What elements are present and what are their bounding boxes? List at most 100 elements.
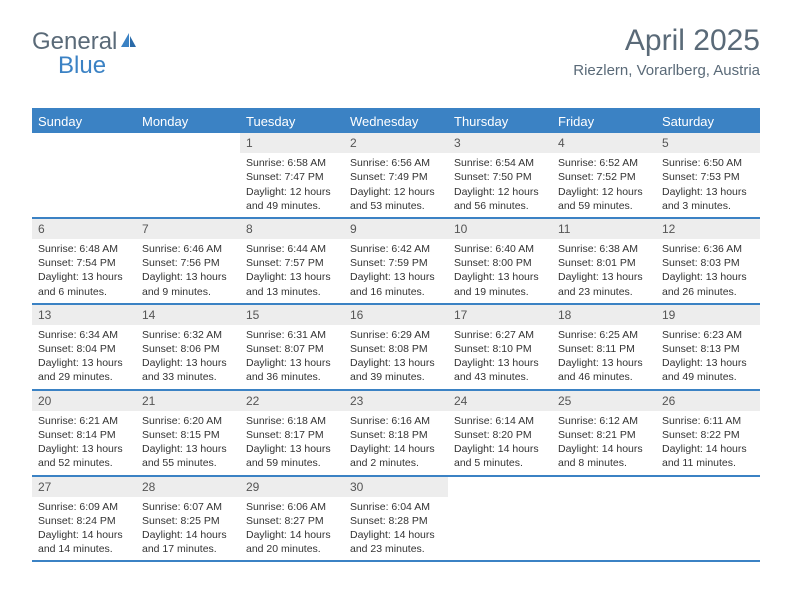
sunrise-line: Sunrise: 6:25 AM: [558, 328, 650, 342]
sunrise-line: Sunrise: 6:11 AM: [662, 414, 754, 428]
logo-sail-icon: [119, 31, 139, 49]
sunrise-line: Sunrise: 6:34 AM: [38, 328, 130, 342]
day-number: 24: [448, 391, 552, 411]
day-number: 2: [344, 133, 448, 153]
day-cell-30: 30Sunrise: 6:04 AMSunset: 8:28 PMDayligh…: [344, 477, 448, 561]
sunset-line: Sunset: 8:06 PM: [142, 342, 234, 356]
day-cell-27: 27Sunrise: 6:09 AMSunset: 8:24 PMDayligh…: [32, 477, 136, 561]
day-body: Sunrise: 6:09 AMSunset: 8:24 PMDaylight:…: [32, 500, 136, 557]
day-body: Sunrise: 6:25 AMSunset: 8:11 PMDaylight:…: [552, 328, 656, 385]
sunset-line: Sunset: 7:56 PM: [142, 256, 234, 270]
daylight-line: Daylight: 13 hours and 33 minutes.: [142, 356, 234, 384]
sunrise-line: Sunrise: 6:54 AM: [454, 156, 546, 170]
daylight-line: Daylight: 13 hours and 16 minutes.: [350, 270, 442, 298]
sunrise-line: Sunrise: 6:09 AM: [38, 500, 130, 514]
day-body: Sunrise: 6:56 AMSunset: 7:49 PMDaylight:…: [344, 156, 448, 213]
day-body: Sunrise: 6:42 AMSunset: 7:59 PMDaylight:…: [344, 242, 448, 299]
sunrise-line: Sunrise: 6:27 AM: [454, 328, 546, 342]
day-number: 18: [552, 305, 656, 325]
day-cell-18: 18 Sunrise: 6:25 AMSunset: 8:11 PMDayligh…: [552, 305, 656, 389]
week-row: 6Sunrise: 6:48 AMSunset: 7:54 PMDaylight…: [32, 219, 760, 305]
sunrise-line: Sunrise: 6:14 AM: [454, 414, 546, 428]
day-number: 4: [552, 133, 656, 153]
dow-thursday: Thursday: [448, 110, 552, 133]
sunrise-line: Sunrise: 6:23 AM: [662, 328, 754, 342]
day-cell-2: 2 Sunrise: 6:56 AMSunset: 7:49 PMDaylight…: [344, 133, 448, 217]
day-body: Sunrise: 6:32 AMSunset: 8:06 PMDaylight:…: [136, 328, 240, 385]
sunrise-line: Sunrise: 6:42 AM: [350, 242, 442, 256]
day-body: Sunrise: 6:20 AMSunset: 8:15 PMDaylight:…: [136, 414, 240, 471]
daylight-line: Daylight: 13 hours and 36 minutes.: [246, 356, 338, 384]
day-body: Sunrise: 6:07 AMSunset: 8:25 PMDaylight:…: [136, 500, 240, 557]
day-body: Sunrise: 6:29 AMSunset: 8:08 PMDaylight:…: [344, 328, 448, 385]
days-of-week-row: SundayMondayTuesdayWednesdayThursdayFrid…: [32, 110, 760, 133]
header-right: April 2025 Riezlern, Vorarlberg, Austria: [573, 24, 760, 79]
day-body: Sunrise: 6:40 AMSunset: 8:00 PMDaylight:…: [448, 242, 552, 299]
sunset-line: Sunset: 8:22 PM: [662, 428, 754, 442]
daylight-line: Daylight: 12 hours and 53 minutes.: [350, 185, 442, 213]
day-cell-empty: [552, 477, 656, 561]
daylight-line: Daylight: 13 hours and 19 minutes.: [454, 270, 546, 298]
day-cell-12: 12Sunrise: 6:36 AMSunset: 8:03 PMDayligh…: [656, 219, 760, 303]
daylight-line: Daylight: 13 hours and 3 minutes.: [662, 185, 754, 213]
sunset-line: Sunset: 8:07 PM: [246, 342, 338, 356]
sunrise-line: Sunrise: 6:38 AM: [558, 242, 650, 256]
day-cell-4: 4Sunrise: 6:52 AMSunset: 7:52 PMDaylight…: [552, 133, 656, 217]
day-number: 25: [552, 391, 656, 411]
daylight-line: Daylight: 14 hours and 14 minutes.: [38, 528, 130, 556]
day-cell-1: 1Sunrise: 6:58 AMSunset: 7:47 PMDaylight…: [240, 133, 344, 217]
sunset-line: Sunset: 7:49 PM: [350, 170, 442, 184]
sunset-line: Sunset: 8:11 PM: [558, 342, 650, 356]
sunset-line: Sunset: 8:08 PM: [350, 342, 442, 356]
sunrise-line: Sunrise: 6:18 AM: [246, 414, 338, 428]
day-body: Sunrise: 6:34 AMSunset: 8:04 PMDaylight:…: [32, 328, 136, 385]
day-cell-8: 8Sunrise: 6:44 AMSunset: 7:57 PMDaylight…: [240, 219, 344, 303]
sunset-line: Sunset: 7:57 PM: [246, 256, 338, 270]
sunrise-line: Sunrise: 6:29 AM: [350, 328, 442, 342]
daylight-line: Daylight: 13 hours and 29 minutes.: [38, 356, 130, 384]
day-cell-11: 11Sunrise: 6:38 AMSunset: 8:01 PMDayligh…: [552, 219, 656, 303]
day-body: Sunrise: 6:12 AMSunset: 8:21 PMDaylight:…: [552, 414, 656, 471]
day-cell-26: 26Sunrise: 6:11 AMSunset: 8:22 PMDayligh…: [656, 391, 760, 475]
day-body: Sunrise: 6:46 AMSunset: 7:56 PMDaylight:…: [136, 242, 240, 299]
daylight-line: Daylight: 14 hours and 20 minutes.: [246, 528, 338, 556]
day-cell-29: 29Sunrise: 6:06 AMSunset: 8:27 PMDayligh…: [240, 477, 344, 561]
sunrise-line: Sunrise: 6:20 AM: [142, 414, 234, 428]
day-body: Sunrise: 6:11 AMSunset: 8:22 PMDaylight:…: [656, 414, 760, 471]
week-row: 27Sunrise: 6:09 AMSunset: 8:24 PMDayligh…: [32, 477, 760, 563]
day-number: 13: [32, 305, 136, 325]
daylight-line: Daylight: 13 hours and 55 minutes.: [142, 442, 234, 470]
daylight-line: Daylight: 13 hours and 52 minutes.: [38, 442, 130, 470]
day-number: 15: [240, 305, 344, 325]
day-cell-19: 19Sunrise: 6:23 AMSunset: 8:13 PMDayligh…: [656, 305, 760, 389]
day-number: 7: [136, 219, 240, 239]
day-cell-24: 24Sunrise: 6:14 AMSunset: 8:20 PMDayligh…: [448, 391, 552, 475]
daylight-line: Daylight: 13 hours and 49 minutes.: [662, 356, 754, 384]
sunset-line: Sunset: 8:01 PM: [558, 256, 650, 270]
sunrise-line: Sunrise: 6:52 AM: [558, 156, 650, 170]
day-body: Sunrise: 6:58 AMSunset: 7:47 PMDaylight:…: [240, 156, 344, 213]
dow-monday: Monday: [136, 110, 240, 133]
daylight-line: Daylight: 12 hours and 49 minutes.: [246, 185, 338, 213]
day-number: 9: [344, 219, 448, 239]
day-number: 6: [32, 219, 136, 239]
daylight-line: Daylight: 13 hours and 6 minutes.: [38, 270, 130, 298]
day-cell-9: 9 Sunrise: 6:42 AMSunset: 7:59 PMDaylight…: [344, 219, 448, 303]
sunset-line: Sunset: 7:50 PM: [454, 170, 546, 184]
day-number: 12: [656, 219, 760, 239]
sunset-line: Sunset: 8:15 PM: [142, 428, 234, 442]
daylight-line: Daylight: 14 hours and 2 minutes.: [350, 442, 442, 470]
day-cell-10: 10Sunrise: 6:40 AMSunset: 8:00 PMDayligh…: [448, 219, 552, 303]
day-number: 8: [240, 219, 344, 239]
sunrise-line: Sunrise: 6:44 AM: [246, 242, 338, 256]
sunrise-line: Sunrise: 6:07 AM: [142, 500, 234, 514]
day-body: Sunrise: 6:38 AMSunset: 8:01 PMDaylight:…: [552, 242, 656, 299]
sunset-line: Sunset: 8:00 PM: [454, 256, 546, 270]
daylight-line: Daylight: 13 hours and 46 minutes.: [558, 356, 650, 384]
day-number: 3: [448, 133, 552, 153]
daylight-line: Daylight: 12 hours and 56 minutes.: [454, 185, 546, 213]
sunrise-line: Sunrise: 6:12 AM: [558, 414, 650, 428]
day-number: 28: [136, 477, 240, 497]
day-number: 16: [344, 305, 448, 325]
daylight-line: Daylight: 13 hours and 23 minutes.: [558, 270, 650, 298]
